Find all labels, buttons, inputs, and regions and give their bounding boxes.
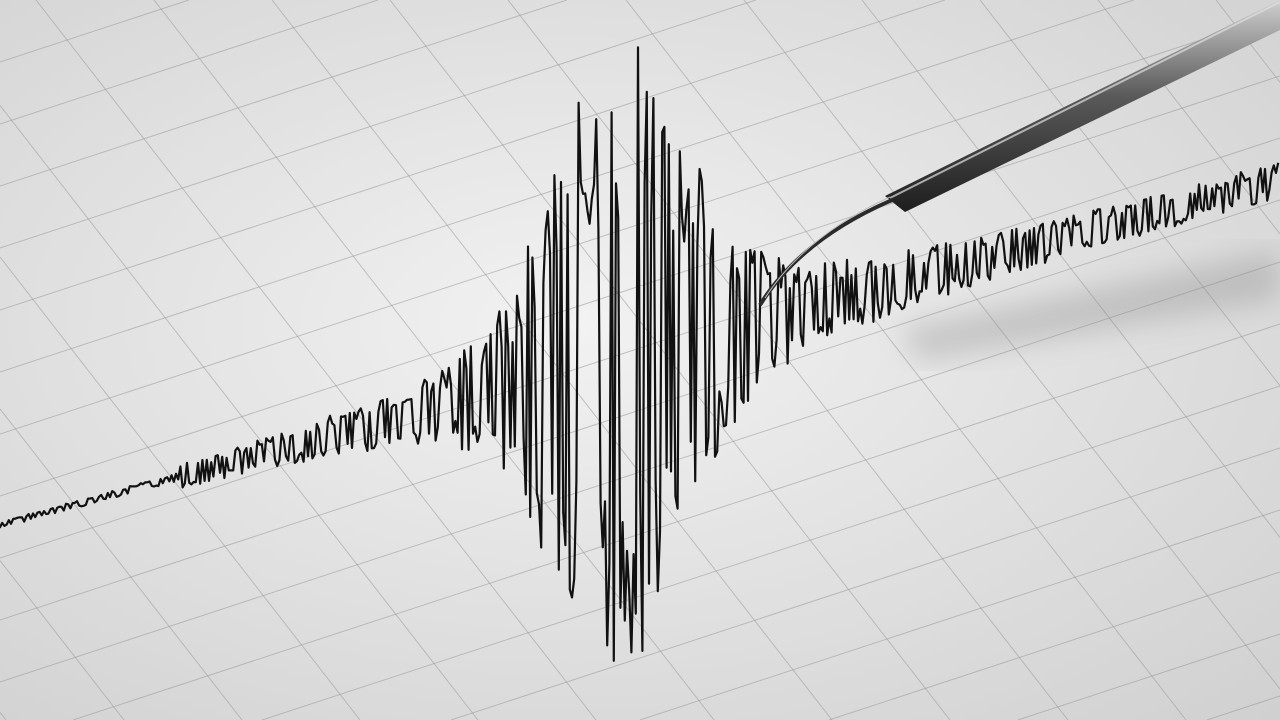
grid-line [35,0,597,720]
grid-line [0,0,945,311]
grid-line [0,711,7,720]
grid-line [0,13,1280,435]
grid-line [1097,0,1280,235]
grid-line [261,385,1280,720]
grid-line [0,256,361,720]
grid-line [639,509,1280,720]
grid-line [0,408,243,720]
grid-line [1017,633,1280,720]
grid-line [72,323,1280,720]
grid-line [625,0,1187,720]
grid-line [979,0,1280,387]
pen-shadow [900,250,1280,360]
grid-line [0,0,756,249]
grid-line [828,571,1280,720]
grid-line [0,0,190,63]
grid-line [450,447,1280,720]
grid-line [0,560,125,720]
seismogram-trace [0,46,1280,662]
grid-line [1206,695,1280,720]
grid-line [0,0,568,187]
seismograph-pen [758,0,1280,307]
grid-line [0,0,1134,373]
grid-line [0,105,479,720]
grid-line [0,0,379,125]
grid-line [861,0,1280,538]
